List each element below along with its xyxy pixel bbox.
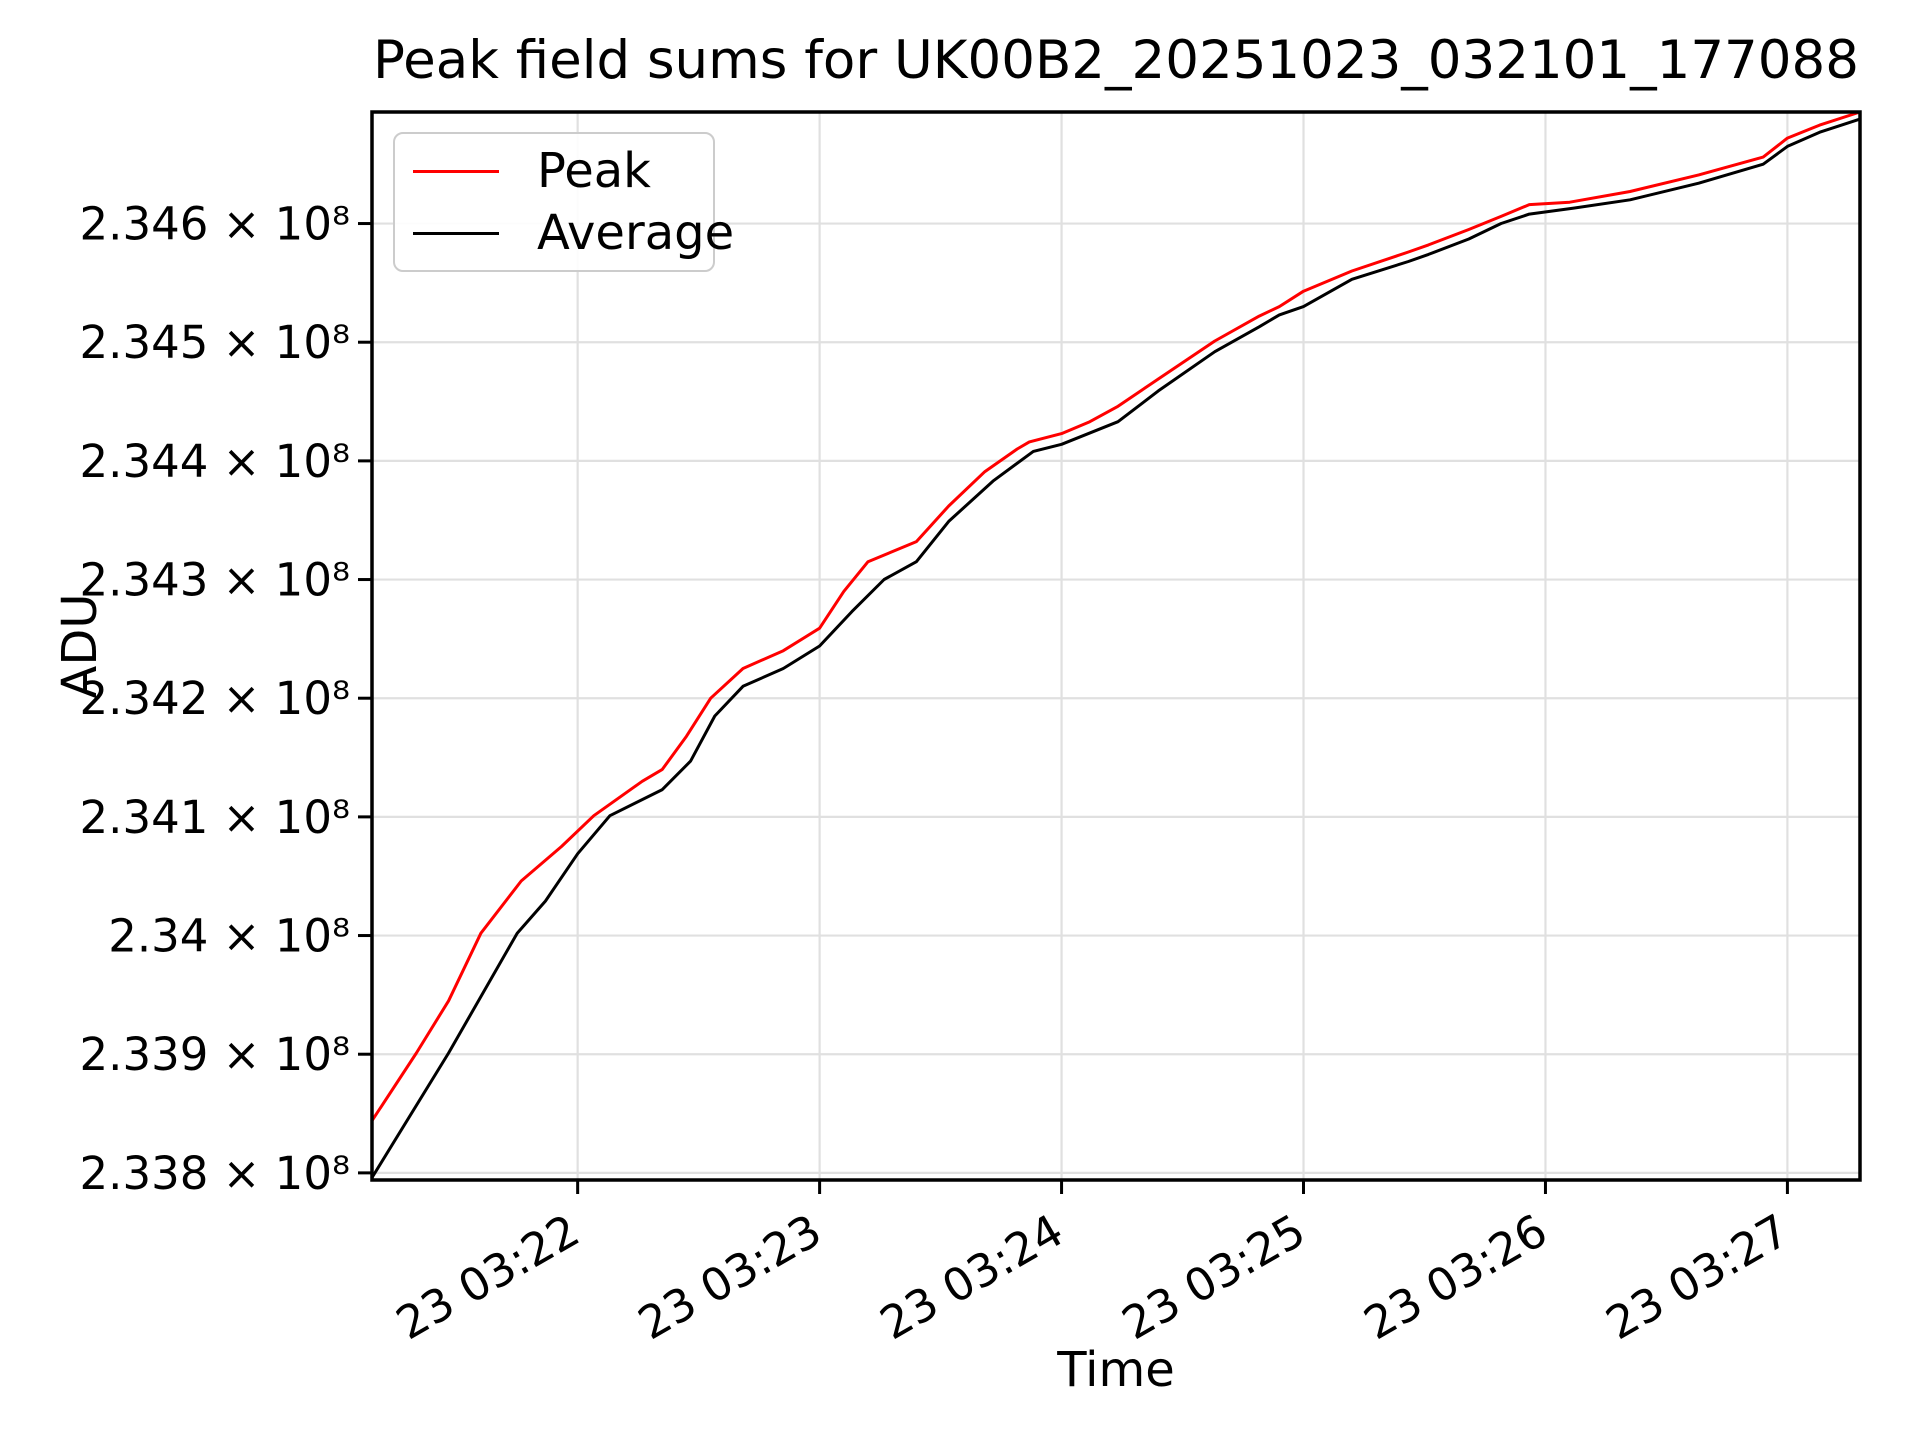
axes-frame bbox=[370, 110, 1862, 1182]
y-tick-label: 2.344 × 10⁸ bbox=[80, 435, 350, 488]
y-tick-label: 2.343 × 10⁸ bbox=[80, 554, 350, 607]
y-tick-label: 2.34 × 10⁸ bbox=[108, 910, 350, 963]
legend-item-average: Average bbox=[413, 202, 734, 264]
legend-label-peak: Peak bbox=[537, 143, 651, 199]
series-line-average bbox=[370, 117, 1862, 1180]
x-tick-label: 23 03:26 bbox=[1355, 1204, 1556, 1351]
legend-item-peak: Peak bbox=[413, 140, 703, 202]
y-tick-label: 2.341 × 10⁸ bbox=[80, 791, 350, 844]
x-tick-label: 23 03:22 bbox=[387, 1204, 588, 1351]
x-axis-label: Time bbox=[1057, 1342, 1175, 1398]
y-axis-label: ADU bbox=[52, 593, 108, 699]
y-tick-label: 2.338 × 10⁸ bbox=[80, 1147, 350, 1200]
chart-title: Peak field sums for UK00B2_20251023_0321… bbox=[373, 30, 1859, 91]
legend: Peak Average bbox=[393, 132, 734, 272]
series-line-peak bbox=[370, 110, 1862, 1123]
y-tick-label: 2.346 × 10⁸ bbox=[80, 198, 350, 251]
x-tick-label: 23 03:24 bbox=[871, 1204, 1072, 1351]
legend-line-sample-peak bbox=[413, 169, 499, 173]
y-tick-label: 2.345 × 10⁸ bbox=[80, 316, 350, 369]
y-tick-label: 2.339 × 10⁸ bbox=[80, 1028, 350, 1081]
legend-line-sample-average bbox=[413, 231, 499, 235]
x-tick-label: 23 03:27 bbox=[1597, 1204, 1798, 1351]
x-tick-label: 23 03:23 bbox=[629, 1204, 830, 1351]
x-tick-label: 23 03:25 bbox=[1113, 1204, 1314, 1351]
y-tick-label: 2.342 × 10⁸ bbox=[80, 672, 350, 725]
legend-label-average: Average bbox=[537, 205, 735, 261]
